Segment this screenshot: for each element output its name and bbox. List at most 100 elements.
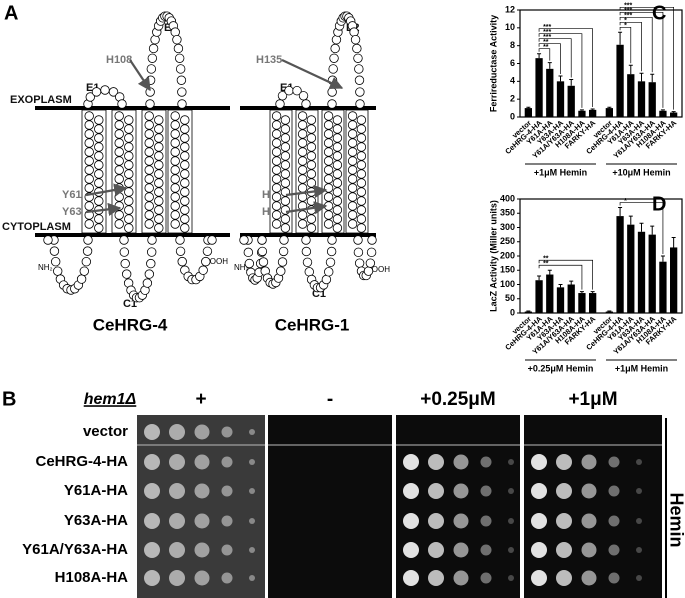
residue: [202, 246, 213, 256]
error-bar: [547, 269, 552, 275]
residue: [327, 235, 337, 245]
residue: [280, 115, 291, 125]
residue: [327, 99, 337, 109]
y-tick-label: 2: [510, 94, 515, 104]
significance-label: *: [624, 198, 627, 205]
bar: [670, 112, 678, 117]
colony-spot: [403, 513, 419, 529]
residue: [347, 129, 358, 139]
colony-spot: [531, 513, 547, 529]
residue: [332, 205, 343, 215]
residue: [297, 129, 308, 139]
colony-spot: [508, 547, 514, 553]
residue: [306, 142, 317, 152]
residue: [144, 165, 154, 175]
residue: [347, 192, 358, 202]
colony-spot: [428, 570, 444, 586]
arrow: [85, 183, 128, 197]
row-label: Y61A-HA: [64, 482, 128, 499]
colony-spot: [249, 547, 255, 553]
residue: [180, 187, 190, 197]
condition-label: +1μM: [568, 389, 617, 410]
residue: [114, 129, 124, 139]
residue: [292, 85, 302, 96]
colony-spot: [144, 542, 160, 558]
residue: [239, 235, 249, 245]
residue: [306, 160, 317, 170]
residue: [301, 99, 311, 109]
residue: [124, 133, 134, 143]
residue: [81, 256, 92, 267]
residue: [356, 142, 367, 152]
residue: [114, 165, 124, 175]
residue: [356, 223, 367, 233]
residue: [94, 124, 104, 134]
colony-spot: [480, 544, 492, 556]
bar: [578, 293, 586, 313]
residue: [144, 111, 154, 121]
residue: [201, 256, 211, 267]
y-tick-label: 100: [500, 279, 515, 289]
error-bar: [590, 108, 595, 110]
residue: [180, 133, 190, 143]
plate: [268, 415, 392, 598]
residue: [142, 278, 153, 288]
bar: [616, 216, 624, 313]
significance-bracket: [619, 26, 632, 64]
residue: [347, 210, 358, 220]
y-tick-label: 0: [510, 111, 515, 121]
residue: [170, 174, 180, 184]
residue: [180, 214, 190, 224]
colony-spot: [636, 518, 642, 524]
residue: [306, 178, 317, 188]
residue: [350, 34, 361, 45]
residue: [84, 147, 94, 157]
colony-spot: [581, 454, 597, 470]
error-bar: [569, 280, 574, 285]
residue: [180, 160, 190, 170]
residue: [180, 124, 190, 134]
residue: [355, 99, 365, 109]
residue: [147, 53, 158, 63]
colony-spot: [169, 542, 185, 558]
error-bar: [579, 291, 584, 294]
colony-spot: [144, 483, 160, 499]
residue: [347, 165, 358, 175]
residue: [328, 64, 338, 74]
residue-label: Y61: [62, 189, 82, 201]
significance-label: ***: [543, 24, 551, 31]
residue: [306, 169, 317, 179]
condition-label: +0.25μM: [420, 389, 496, 410]
error-bar: [618, 207, 623, 217]
colony-spot: [403, 542, 419, 558]
residue: [327, 87, 337, 97]
residue: [356, 124, 367, 134]
residue: [297, 120, 308, 130]
residue: [332, 142, 343, 152]
significance-bracket: [619, 16, 653, 73]
residue: [154, 196, 164, 206]
error-bar: [639, 222, 644, 232]
residue: [257, 235, 267, 245]
residue: [43, 235, 53, 245]
panel-label: D: [652, 193, 666, 215]
residue: [280, 124, 291, 134]
error-bar: [671, 111, 676, 113]
residue: [306, 115, 317, 125]
residue: [278, 246, 289, 257]
colony-spot: [531, 454, 547, 470]
y-tick-label: 12: [505, 4, 515, 14]
significance-bracket: [538, 48, 551, 61]
residue: [108, 87, 119, 97]
terminus-label: NH₂: [38, 263, 53, 272]
residue: [347, 201, 358, 211]
residue: [280, 178, 291, 188]
y-axis-label: LacZ Activity (Miller units): [488, 200, 498, 312]
residue: [297, 183, 308, 193]
colony-spot: [453, 570, 469, 586]
colony-spot: [531, 570, 547, 586]
residue: [114, 111, 124, 121]
residue: [180, 223, 190, 233]
colony-spot: [428, 454, 444, 470]
residue: [277, 91, 288, 101]
